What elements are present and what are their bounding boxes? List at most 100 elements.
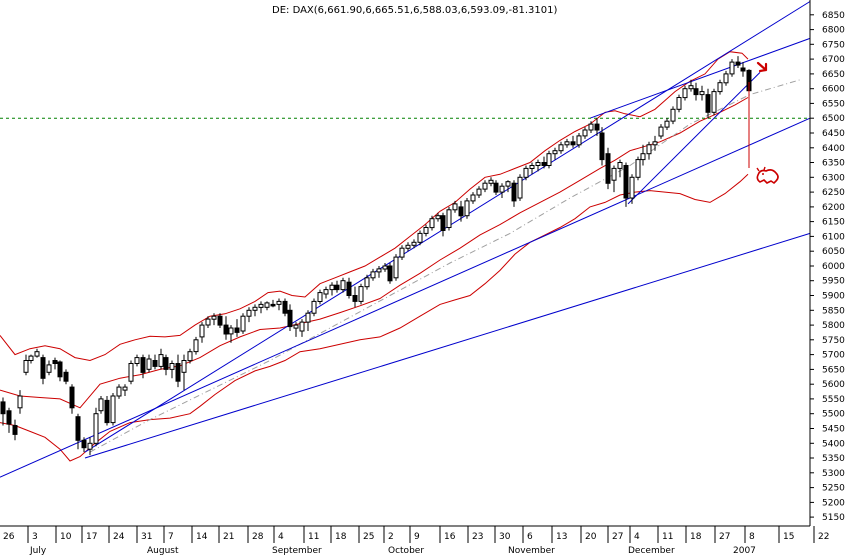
candle-body [440, 215, 446, 231]
candle-body [93, 413, 99, 444]
candle-body [334, 284, 340, 291]
candle-body [476, 188, 482, 196]
candle-36 [211, 313, 217, 326]
candle-body [211, 315, 217, 320]
candle-47 [276, 298, 282, 311]
x-tick-label-8: 21 [223, 532, 234, 542]
candle-body [187, 351, 193, 362]
candle-118 [693, 82, 699, 101]
y-tick-label-19: 6100 [822, 232, 845, 242]
candle-body [146, 358, 152, 370]
x-tick-label-6: 7 [168, 532, 174, 542]
candle-88 [517, 174, 523, 201]
candle-body [98, 398, 104, 412]
candle-body [570, 141, 576, 146]
candle-79 [464, 198, 470, 219]
candle-37 [217, 313, 223, 328]
candle-85 [499, 183, 505, 198]
candle-25 [146, 354, 152, 373]
candle-body [329, 284, 335, 291]
candle-body [605, 153, 611, 184]
candle-body [541, 162, 547, 166]
candle-109 [640, 144, 646, 166]
candle-102 [599, 127, 605, 166]
candle-body [57, 361, 63, 378]
candle-23 [134, 354, 140, 367]
x-tick-label-3: 17 [86, 532, 97, 542]
candle-34 [199, 322, 205, 343]
candle-96 [564, 138, 570, 148]
candle-body [629, 176, 635, 199]
candle-86 [505, 180, 511, 193]
candle-body [169, 363, 175, 370]
candle-body [52, 360, 58, 364]
candle-111 [652, 135, 658, 151]
candle-27 [158, 348, 164, 370]
x-tick-label-28: 15 [783, 532, 794, 542]
candle-body [305, 312, 311, 323]
candle-43 [252, 304, 258, 317]
candle-body [323, 289, 329, 295]
candle-body [311, 300, 317, 314]
x-tick-label-1: 3 [32, 532, 38, 542]
candle-24 [140, 354, 146, 379]
candle-113 [664, 118, 670, 130]
candle-body [270, 303, 276, 307]
candle-body [6, 410, 12, 425]
y-tick-label-17: 6000 [822, 262, 845, 272]
y-tick-label-20: 6150 [822, 218, 845, 228]
candle-7 [40, 354, 46, 385]
candle-97 [570, 135, 576, 148]
y-tick-label-9: 5600 [822, 380, 845, 390]
candle-body [252, 306, 258, 311]
candle-body [370, 271, 376, 279]
candle-body [358, 286, 364, 302]
candle-body [217, 315, 223, 326]
month-label-6: 2007 [733, 546, 756, 555]
candle-48 [282, 298, 288, 317]
candle-18 [104, 396, 110, 426]
candle-72 [423, 224, 429, 237]
x-tick-label-7: 14 [196, 532, 208, 542]
candle-14 [81, 437, 87, 453]
candle-body [128, 363, 134, 382]
candle-125 [735, 56, 741, 68]
y-tick-label-22: 6250 [822, 188, 845, 198]
candle-89 [523, 165, 529, 181]
series-line-3 [89, 79, 801, 453]
candle-57 [334, 280, 340, 293]
candle-body [429, 218, 435, 229]
x-tick-label-27: 8 [749, 532, 755, 542]
candle-body [140, 357, 146, 373]
candle-55 [323, 286, 329, 299]
x-tick-label-25: 18 [690, 532, 702, 542]
y-tick-label-14: 5850 [822, 306, 845, 316]
y-tick-label-30: 6650 [822, 70, 845, 80]
candle-82 [482, 180, 488, 193]
candle-body [199, 324, 205, 338]
candle-body [12, 425, 18, 435]
candle-body [69, 386, 75, 409]
candle-body [352, 295, 358, 302]
candle-115 [676, 94, 682, 113]
candle-40 [234, 319, 240, 337]
candle-body [740, 67, 746, 72]
candle-10 [57, 360, 63, 382]
candle-body [688, 85, 694, 90]
candle-120 [705, 88, 711, 119]
x-tick-label-16: 16 [444, 532, 456, 542]
candle-body [75, 416, 81, 441]
candle-59 [346, 277, 352, 299]
x-tick-label-29: 22 [818, 532, 829, 542]
candle-body [393, 256, 399, 279]
x-tick-label-4: 24 [113, 532, 125, 542]
x-tick-label-21: 20 [585, 532, 597, 542]
candle-body [376, 268, 382, 273]
x-tick-label-19: 6 [527, 532, 533, 542]
candle-body [134, 357, 140, 365]
candle-body [240, 315, 246, 332]
candle-73 [429, 215, 435, 231]
candles [0, 56, 752, 456]
x-tick-label-18: 30 [499, 532, 511, 542]
